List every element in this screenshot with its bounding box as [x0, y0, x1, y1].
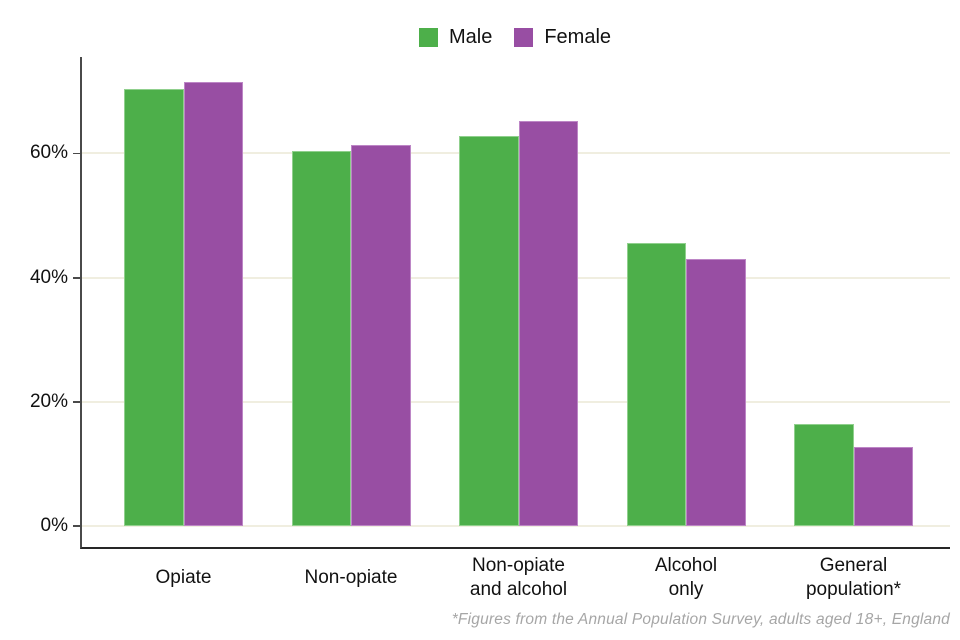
bar-male-non-opiate [459, 135, 519, 526]
bar-female-non-opiate [518, 120, 578, 526]
legend-label: Female [544, 26, 612, 48]
bar-male-non-opiate [291, 151, 351, 526]
plot-area: 0% 20% 40% 60% Opiate Non-opiate Non-opiate and… [30, 57, 950, 600]
legend-label: Male [448, 26, 493, 48]
bar-female-non-opiate [351, 145, 411, 526]
chart-legend: Male Female [80, 24, 950, 50]
bar-female-opiate [183, 81, 243, 526]
x-axis-label-non-opiate: Non-opiate [304, 567, 398, 588]
x-axis-label-alcohol: Alcohol only [654, 555, 718, 600]
bar-female-general [853, 447, 913, 526]
x-axis-label-opiate: Opiate [155, 567, 212, 588]
x-axis-label-non-opiate: Non-opiate and alcohol [469, 555, 568, 600]
legend-swatch-icon [514, 27, 534, 47]
bar-male-opiate [124, 88, 184, 526]
gridline-0% [82, 525, 950, 527]
y-axis-tick [73, 152, 81, 155]
legend-item-female: Female [514, 25, 611, 49]
y-axis-tick [73, 401, 81, 403]
chart-footnote: *Figures from the Annual Population Surv… [451, 611, 950, 628]
legend-item-male: Male [418, 25, 493, 49]
y-axis-label: 20% [29, 390, 68, 412]
y-axis-label: 60% [29, 142, 68, 164]
bar-male-general [794, 424, 854, 526]
bar-male-alcohol [626, 243, 686, 526]
y-axis-label: 40% [29, 266, 68, 288]
y-axis-label: 0% [40, 515, 68, 536]
y-axis-tick [73, 276, 81, 279]
y-axis-tick [73, 525, 81, 527]
x-axis-label-general: General population* [805, 555, 902, 600]
legend-swatch-icon [418, 27, 438, 47]
bar-female-alcohol [686, 258, 746, 526]
